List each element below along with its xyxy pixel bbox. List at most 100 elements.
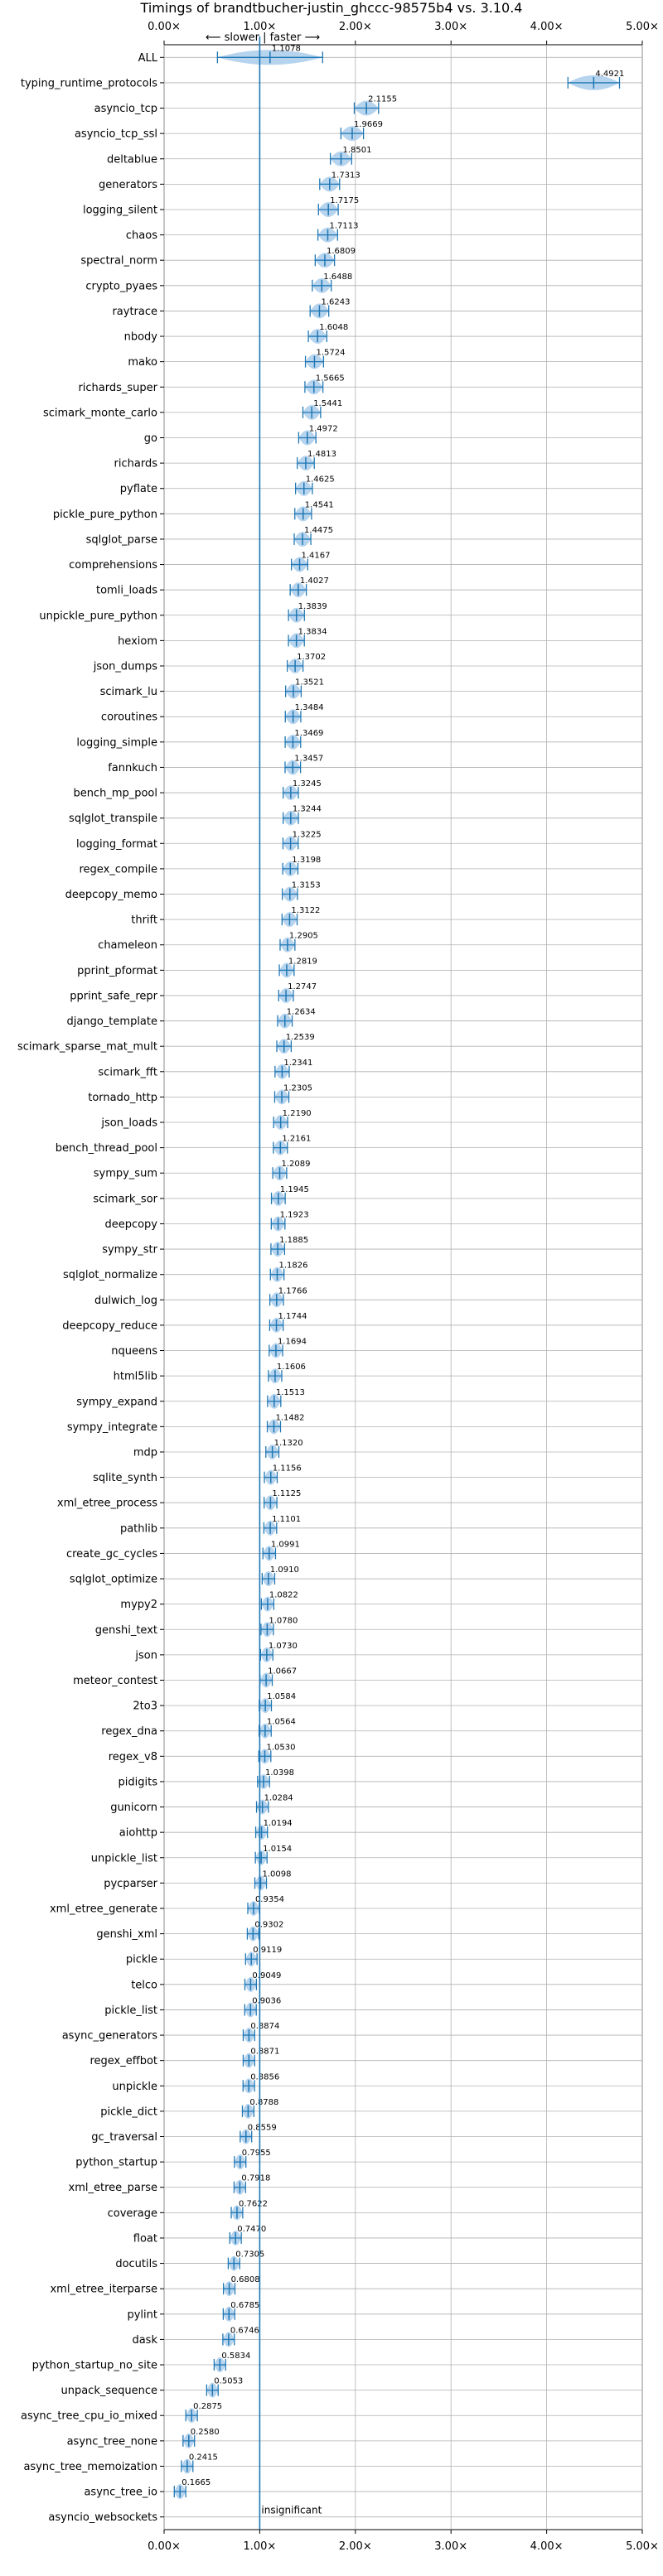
direction-note: ⟵ slower | faster ⟶ (206, 31, 320, 44)
benchmark-label: html5lib (114, 1371, 157, 1383)
value-label: 0.2875 (193, 2402, 222, 2411)
benchmark-label: logging_silent (83, 204, 157, 216)
value-label: 1.3457 (294, 754, 323, 763)
benchmark-label: xml_etree_process (57, 1498, 157, 1510)
benchmark-label: unpickle_list (91, 1852, 157, 1864)
benchmark-label: sqlite_synth (93, 1472, 157, 1484)
value-label: 1.3198 (292, 856, 321, 865)
x-tick-label-bottom: 5.00× (626, 2540, 659, 2553)
value-label: 1.0284 (264, 1794, 293, 1803)
benchmark-label: async_generators (62, 2030, 158, 2043)
benchmark-label: chameleon (98, 939, 157, 952)
benchmark-label: unpack_sequence (60, 2385, 157, 2397)
benchmark-label: django_template (67, 1015, 157, 1028)
x-tick-label-bottom: 2.00× (339, 2540, 372, 2553)
value-label: 1.1885 (279, 1236, 308, 1245)
value-label: 0.6746 (230, 2326, 259, 2335)
value-label: 1.4475 (304, 526, 333, 535)
value-label: 1.0584 (267, 1692, 296, 1701)
value-label: 0.9302 (254, 1921, 283, 1930)
value-label: 1.2341 (283, 1059, 312, 1068)
benchmark-label: python_startup_no_site (32, 2360, 157, 2372)
benchmark-label: crypto_pyaes (85, 280, 157, 292)
benchmark-label: sqlglot_parse (86, 533, 157, 546)
value-label: 1.3153 (292, 881, 321, 890)
x-tick-label-bottom: 4.00× (530, 2540, 564, 2553)
value-label: 1.1482 (276, 1413, 305, 1422)
benchmark-label: scimark_fft (98, 1066, 157, 1078)
benchmark-label: nqueens (111, 1345, 157, 1358)
benchmark-label: pickle_list (104, 2004, 157, 2017)
value-label: 1.3469 (294, 729, 323, 738)
benchmark-label: logging_format (76, 838, 157, 851)
benchmark-label: regex_effbot (90, 2055, 157, 2067)
value-label: 4.4921 (595, 70, 624, 79)
benchmark-label: xml_etree_iterparse (50, 2284, 157, 2296)
chart-title: Timings of brandtbucher-justin_ghccc-985… (140, 0, 523, 17)
benchmark-label: tomli_loads (96, 585, 157, 597)
value-label: 0.9354 (255, 1895, 284, 1904)
benchmark-label: pathlib (120, 1522, 157, 1535)
value-label: 1.3225 (293, 830, 322, 839)
value-label: 0.6785 (230, 2301, 259, 2310)
value-label: 1.6243 (321, 297, 350, 306)
benchmark-label: coverage (108, 2207, 157, 2220)
benchmark-label: thrift (131, 914, 157, 927)
value-label: 0.8871 (250, 2048, 279, 2057)
benchmark-label: typing_runtime_protocols (21, 77, 157, 89)
benchmark-label: sqlglot_normalize (63, 1269, 157, 1281)
benchmark-label: async_tree_io (84, 2487, 157, 2499)
benchmark-label: nbody (124, 331, 158, 344)
benchmark-label: asyncio_tcp (94, 103, 157, 115)
value-label: 0.8874 (250, 2022, 279, 2031)
value-label: 1.5665 (316, 374, 345, 383)
value-label: 1.3484 (295, 703, 324, 712)
benchmark-label: pyflate (120, 483, 157, 495)
benchmark-label: scimark_sor (93, 1193, 157, 1205)
value-label: 1.8501 (343, 146, 372, 155)
value-label: 1.1156 (273, 1464, 302, 1474)
value-label: 0.9049 (252, 1971, 281, 1980)
x-tick-label-top: 5.00× (626, 21, 659, 33)
value-label: 1.1744 (278, 1312, 307, 1321)
benchmark-label: gunicorn (110, 1802, 157, 1814)
value-label: 0.5834 (221, 2352, 250, 2361)
x-tick-label-bottom: 0.00× (148, 2540, 181, 2553)
value-label: 1.9669 (354, 120, 383, 129)
benchmark-label: mako (128, 356, 157, 369)
benchmark-label: fannkuch (108, 762, 157, 774)
benchmark-label: unpickle_pure_python (39, 610, 157, 622)
value-label: 0.7918 (241, 2174, 270, 2183)
benchmark-label: bench_thread_pool (56, 1142, 157, 1155)
value-label: 1.4167 (301, 552, 330, 561)
value-label: 1.2634 (287, 1008, 316, 1017)
value-label: 0.8559 (248, 2124, 277, 2133)
value-label: 1.3245 (293, 779, 322, 789)
value-label: 1.1923 (280, 1210, 309, 1219)
value-label: 1.1101 (272, 1515, 301, 1524)
benchmark-label: generators (99, 179, 157, 191)
value-label: 1.0667 (268, 1667, 297, 1676)
value-label: 0.8788 (249, 2098, 278, 2107)
value-label: 1.3702 (297, 653, 326, 662)
benchmark-label: chaos (126, 229, 157, 242)
value-label: 1.3244 (293, 805, 322, 814)
benchmark-label: sqlglot_transpile (69, 813, 157, 825)
benchmark-label: async_tree_cpu_io_mixed (21, 2410, 157, 2423)
value-label: 1.4027 (300, 576, 329, 586)
value-label: 0.7305 (235, 2250, 264, 2260)
value-label: 0.6808 (231, 2275, 260, 2284)
benchmark-label: scimark_lu (100, 686, 157, 698)
benchmark-label: json (134, 1649, 157, 1662)
benchmark-label: xml_etree_generate (50, 1903, 157, 1916)
value-label: 1.1125 (272, 1489, 301, 1498)
x-tick-label-top: 1.00× (243, 21, 276, 33)
value-label: 1.2539 (286, 1033, 315, 1042)
value-label: 1.0398 (265, 1768, 294, 1778)
value-label: 1.0194 (264, 1819, 293, 1828)
value-label: 0.5053 (214, 2377, 243, 2386)
benchmark-label: sympy_str (102, 1244, 157, 1257)
value-label: 1.0098 (263, 1869, 292, 1879)
value-label: 1.7313 (332, 171, 361, 180)
